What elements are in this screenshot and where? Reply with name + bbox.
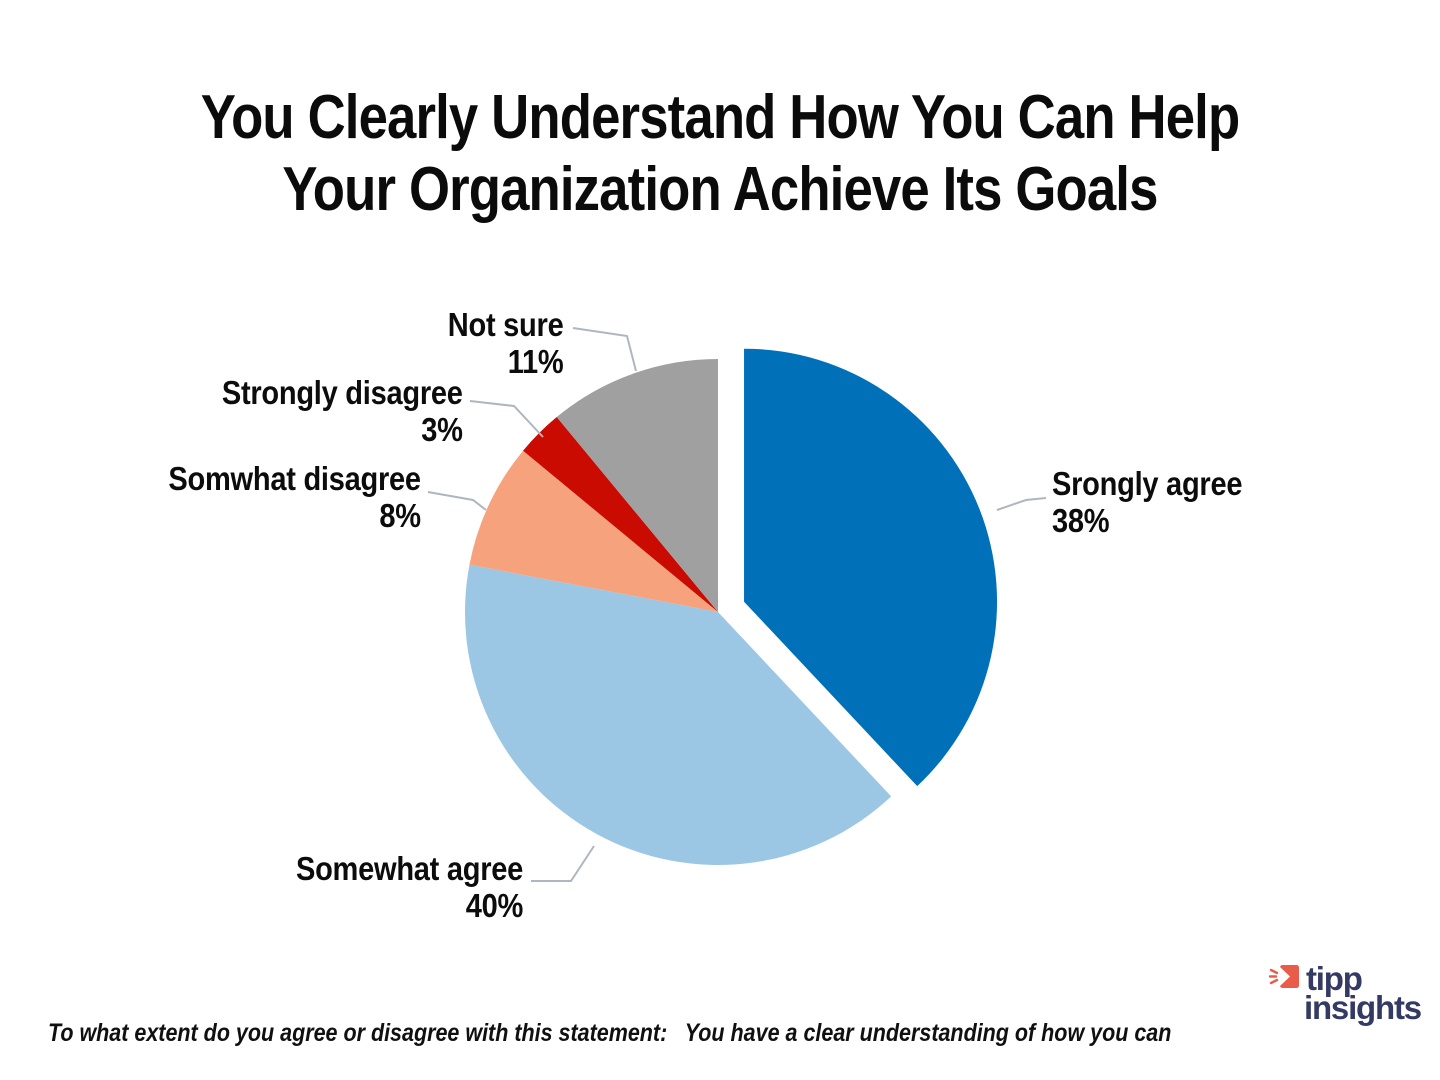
leader-line-1 bbox=[469, 400, 544, 438]
label-srongly-agree-text: Srongly agree bbox=[1052, 465, 1243, 502]
label-srongly-agree-pct: 38% bbox=[1052, 502, 1110, 539]
label-somwhat-disagree: Somwhat disagree 8% bbox=[168, 460, 422, 534]
logo-word-tipp: tipp bbox=[1306, 960, 1363, 997]
tipp-insights-logo-icon bbox=[1268, 965, 1299, 988]
label-strongly-disagree-text: Strongly disagree bbox=[222, 374, 463, 411]
footnote-line1: To what extent do you agree or disagree … bbox=[48, 1019, 1172, 1047]
label-somewhat-agree-pct: 40% bbox=[465, 887, 524, 924]
chart-title-line2: Your Organization Achieve Its Goals bbox=[282, 155, 1158, 224]
slice-somwhat-disagree bbox=[469, 450, 718, 612]
leader-line-3 bbox=[996, 497, 1047, 511]
tipp-insights-logo-text: tipp insights bbox=[1304, 960, 1422, 1026]
leader-line-2 bbox=[427, 491, 487, 511]
slice-strongly-disagree bbox=[523, 417, 718, 612]
logo-word-insights: insights bbox=[1304, 989, 1422, 1026]
label-somwhat-disagree-pct: 8% bbox=[379, 497, 422, 534]
tipp-insights-logo: tipp insights bbox=[1268, 960, 1422, 1026]
label-srongly-agree: Srongly agree 38% bbox=[1052, 465, 1243, 539]
label-not-sure-pct: 11% bbox=[507, 343, 563, 380]
label-somwhat-disagree-text: Somwhat disagree bbox=[168, 460, 422, 497]
footnote: To what extent do you agree or disagree … bbox=[48, 946, 1172, 1080]
chart-title: You Clearly Understand How You Can Help … bbox=[108, 82, 1332, 226]
slice-somewhat-agree bbox=[465, 564, 892, 866]
label-not-sure: Not sure 11% bbox=[447, 306, 563, 380]
slice-not-sure bbox=[556, 359, 718, 612]
label-somewhat-agree-text: Somewhat agree bbox=[295, 850, 523, 887]
label-not-sure-text: Not sure bbox=[447, 306, 563, 343]
label-strongly-disagree-pct: 3% bbox=[421, 411, 464, 448]
slice-srongly-agree bbox=[744, 348, 998, 787]
leader-line-4 bbox=[531, 845, 595, 882]
label-somewhat-agree: Somewhat agree 40% bbox=[296, 850, 523, 924]
label-strongly-disagree: Strongly disagree 3% bbox=[222, 374, 463, 448]
chart-title-line1: You Clearly Understand How You Can Help bbox=[200, 83, 1240, 152]
leader-line-0 bbox=[572, 327, 637, 372]
